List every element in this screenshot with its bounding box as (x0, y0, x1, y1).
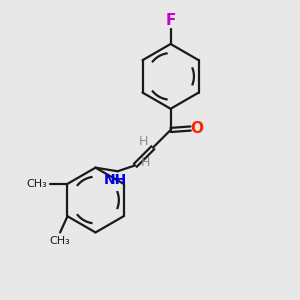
Text: H: H (139, 135, 148, 148)
Text: O: O (190, 121, 204, 136)
Text: NH: NH (103, 173, 127, 187)
Text: H: H (141, 156, 150, 169)
Text: CH₃: CH₃ (27, 179, 47, 189)
Text: CH₃: CH₃ (50, 236, 70, 246)
Text: F: F (165, 13, 176, 28)
